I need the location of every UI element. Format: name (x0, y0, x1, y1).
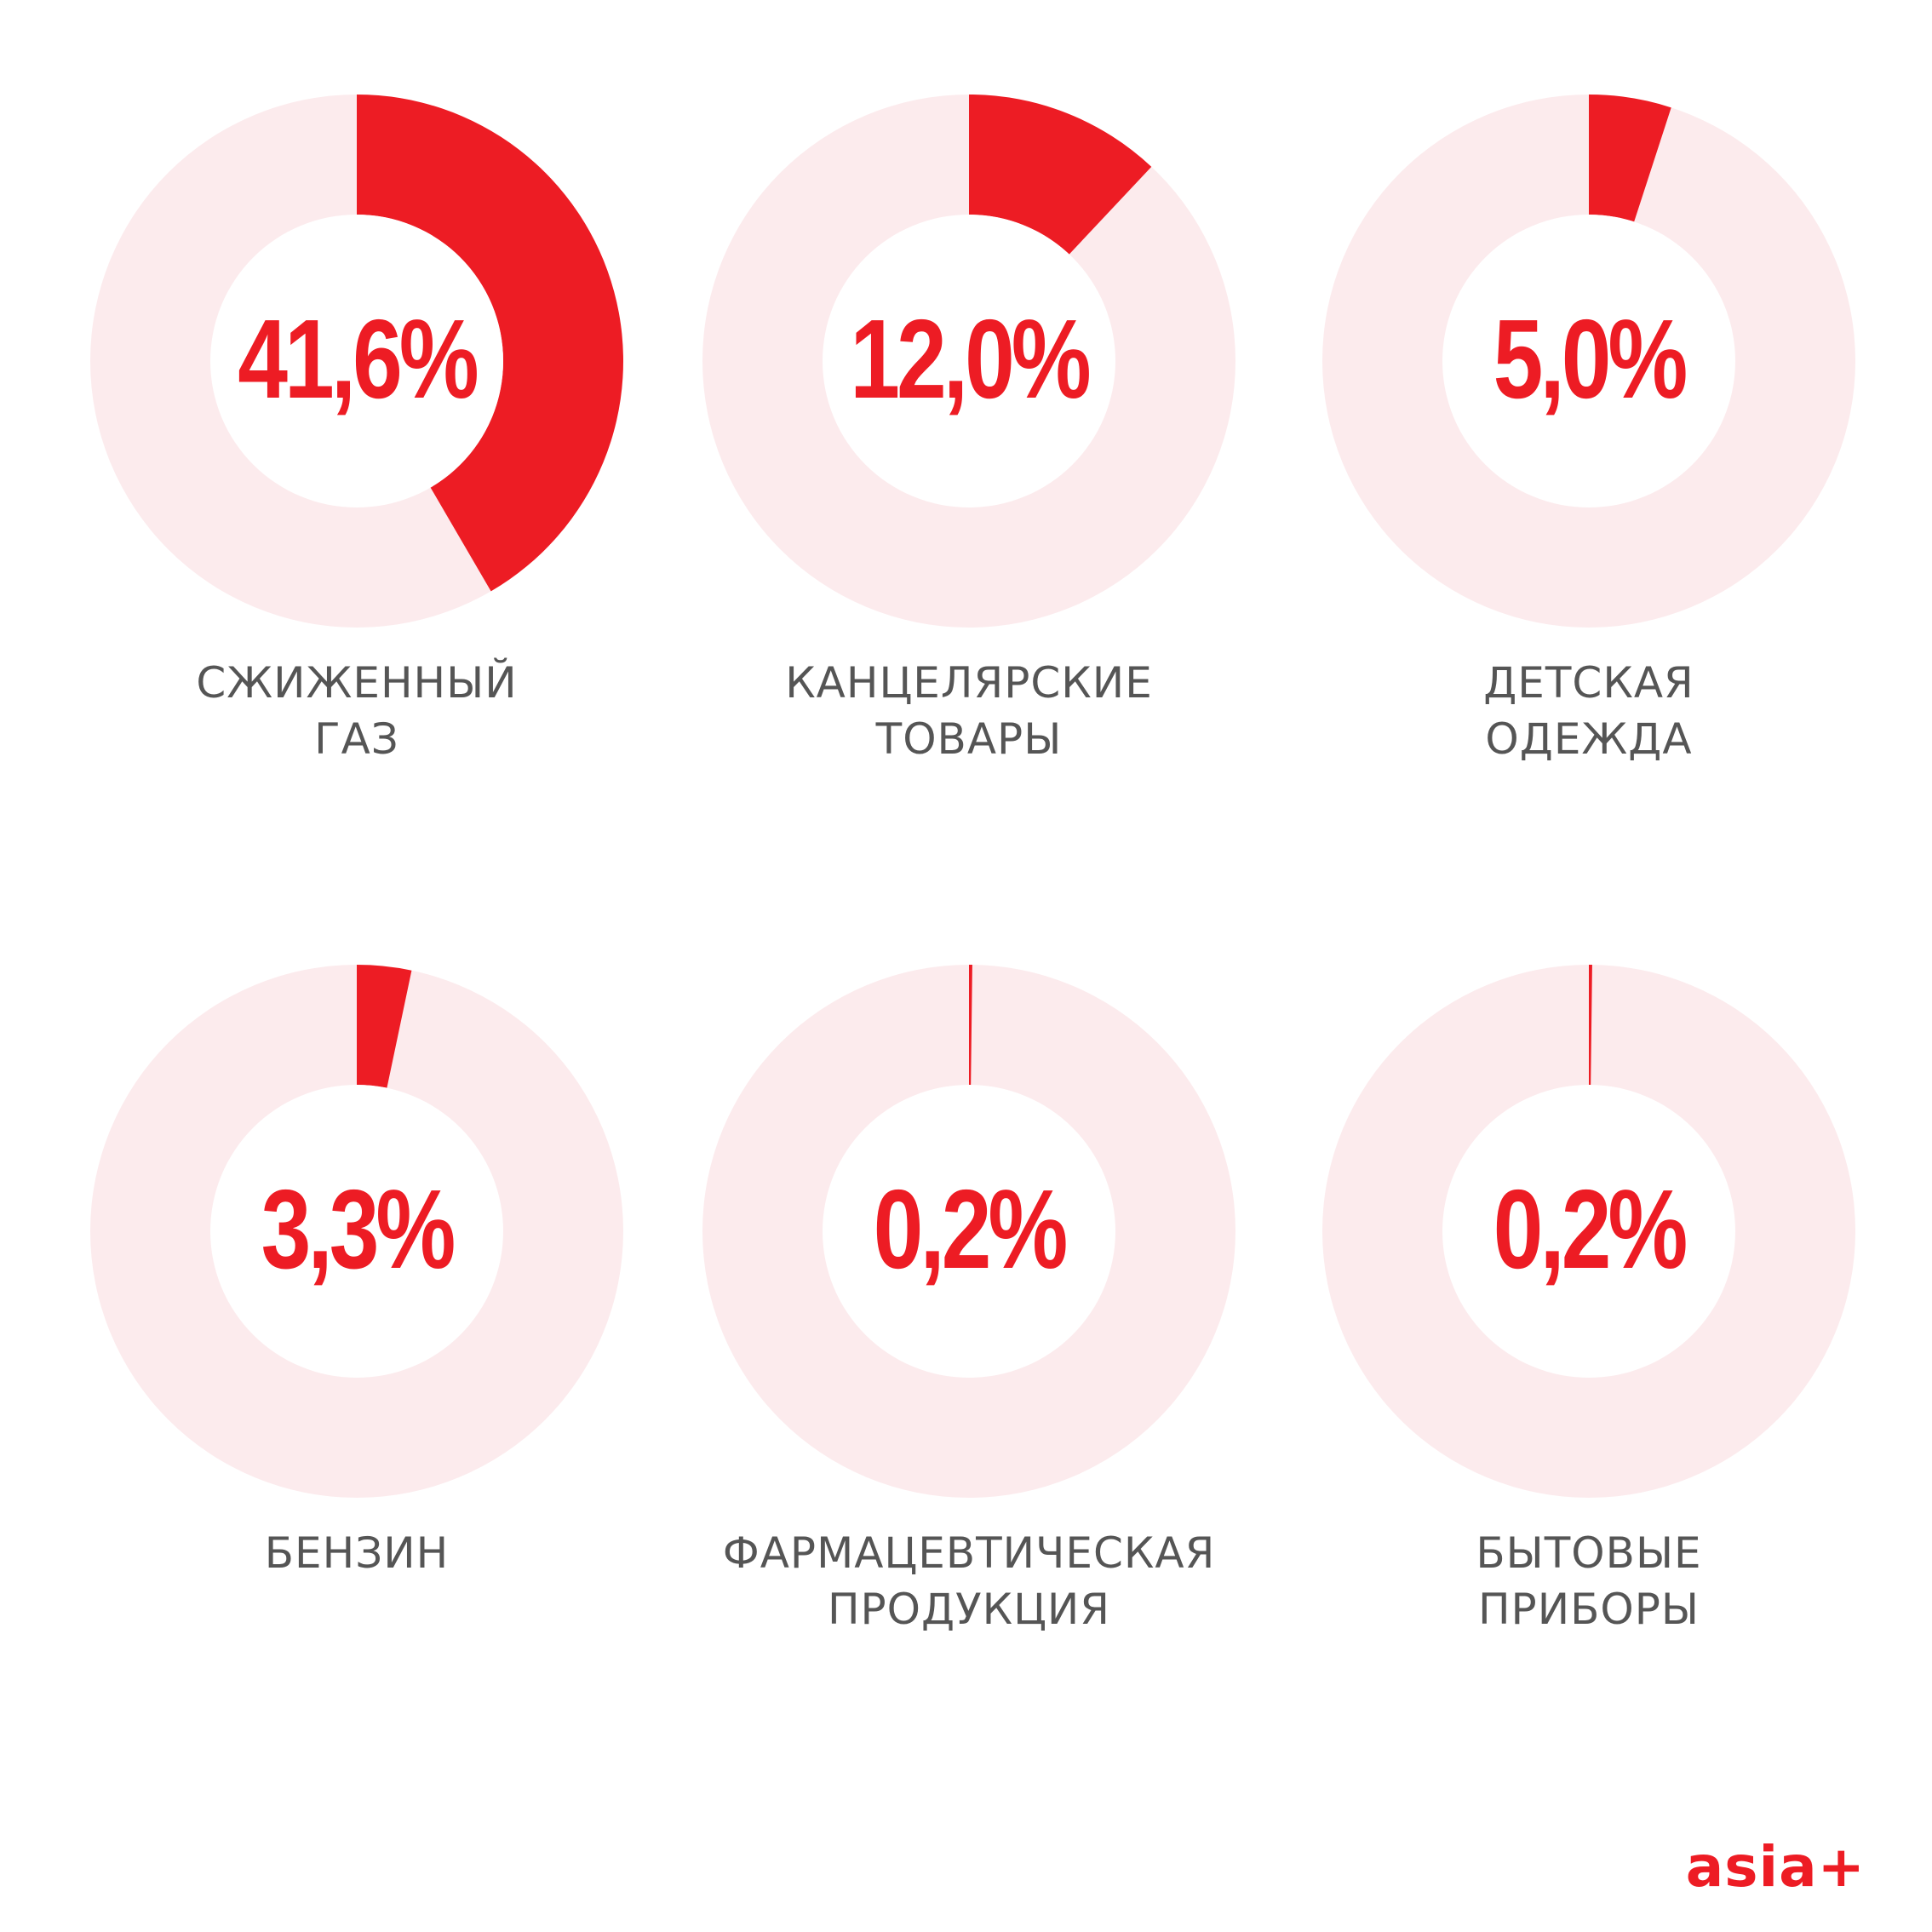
donut-slice (1589, 95, 1671, 222)
donut-hole (210, 1085, 503, 1378)
donut-chart: 5,0% ДЕТСКАЯ ОДЕЖДА (1322, 95, 1855, 764)
category-label: СЖИЖЕННЫЙ (196, 657, 517, 708)
donut-slice (969, 965, 972, 1086)
category-label: ОДЕЖДА (1485, 714, 1692, 764)
donut-slice (969, 95, 1152, 255)
donut-chart: 0,2% БЫТОВЫЕ ПРИБОРЫ (1322, 965, 1855, 1634)
category-label: ПРИБОРЫ (1478, 1585, 1700, 1634)
category-label: ФАРМАЦЕВТИЧЕСКАЯ (723, 1528, 1216, 1578)
donut-chart: 12,0% КАНЦЕЛЯРСКИЕ ТОВАРЫ (702, 95, 1235, 764)
donut-hole (823, 215, 1115, 507)
donut-chart: 41,6% СЖИЖЕННЫЙ ГАЗ (90, 95, 623, 764)
category-label: БЕНЗИН (265, 1528, 450, 1578)
category-label: БЫТОВЫЕ (1476, 1528, 1701, 1578)
percent-label: 5,0% (1493, 297, 1687, 422)
percent-label: 41,6% (238, 297, 477, 422)
donut-hole (823, 1085, 1115, 1378)
category-label: КАНЦЕЛЯРСКИЕ (785, 658, 1153, 708)
category-label: ПРОДУКЦИЯ (828, 1585, 1110, 1634)
donut-slice (357, 965, 412, 1088)
donut-hole (1442, 215, 1735, 507)
percent-label: 12,0% (850, 297, 1089, 422)
donut-slice (1589, 965, 1592, 1086)
donut-chart: 0,2% ФАРМАЦЕВТИЧЕСКАЯ ПРОДУКЦИЯ (702, 965, 1235, 1634)
percent-label: 0,2% (1493, 1167, 1687, 1293)
percent-label: 3,3% (261, 1167, 455, 1293)
donut-chart: 3,3% БЕНЗИН (90, 965, 623, 1578)
percent-label: 0,2% (874, 1167, 1067, 1293)
donut-hole (210, 215, 503, 507)
donut-hole (1442, 1085, 1735, 1378)
category-label: ДЕТСКАЯ (1483, 658, 1694, 708)
category-label: ТОВАРЫ (875, 714, 1063, 764)
donut-slice (357, 95, 623, 592)
category-label: ГАЗ (314, 714, 399, 764)
asia-plus-logo: asia+ (1685, 1834, 1866, 1900)
